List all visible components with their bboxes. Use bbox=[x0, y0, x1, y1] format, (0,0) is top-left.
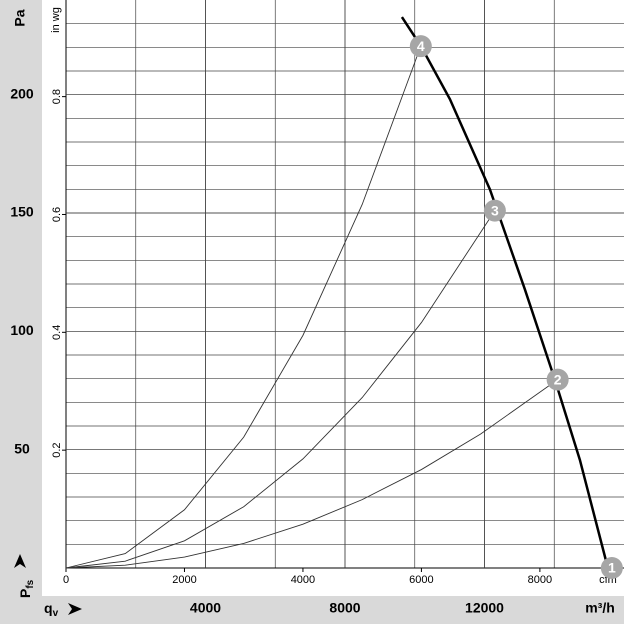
y2-axis-label: in wg bbox=[50, 7, 62, 33]
series-line bbox=[65, 210, 496, 569]
y-tick-label: 150 bbox=[10, 204, 34, 220]
x-tick-label: 6000 bbox=[409, 574, 433, 586]
x2-tick-label: 12000 bbox=[465, 600, 504, 616]
flow-label: qv bbox=[44, 600, 59, 619]
flow-symbol: q bbox=[44, 600, 53, 616]
y2-tick-label: 0.8 bbox=[51, 89, 63, 104]
y-tick-label: 100 bbox=[10, 322, 34, 338]
x2-tick-label: 8000 bbox=[329, 600, 360, 616]
left-band bbox=[0, 0, 42, 624]
pressure-label: Pfs bbox=[17, 579, 36, 598]
y2-tick-label: 0.2 bbox=[51, 443, 63, 458]
pressure-arrow bbox=[14, 554, 26, 568]
bottom-band bbox=[0, 596, 624, 624]
x-tick-label: 4000 bbox=[291, 574, 315, 586]
pressure-symbol: P bbox=[17, 589, 33, 598]
x-tick-label: 0 bbox=[63, 574, 69, 586]
series-line bbox=[65, 379, 558, 569]
y2-tick-label: 0.6 bbox=[51, 207, 63, 222]
x2-tick-label: 4000 bbox=[190, 600, 221, 616]
flow-arrow bbox=[68, 603, 82, 615]
pressure-subscript: fs bbox=[25, 579, 36, 588]
y2-tick-label: 0.4 bbox=[51, 325, 63, 340]
point-marker bbox=[409, 35, 432, 58]
series-line bbox=[65, 45, 422, 569]
x2-axis-label: m³/h bbox=[585, 600, 615, 616]
point-marker bbox=[546, 368, 569, 391]
x-tick-label: 2000 bbox=[172, 574, 196, 586]
point-marker-label: 4 bbox=[417, 38, 425, 54]
y-tick-label: 50 bbox=[14, 440, 30, 456]
flow-subscript: v bbox=[53, 608, 59, 619]
point-marker-label: 3 bbox=[491, 202, 499, 218]
point-marker bbox=[483, 199, 506, 222]
x-tick-label: 8000 bbox=[528, 574, 552, 586]
y-tick-label: 200 bbox=[10, 85, 34, 101]
point-marker-label: 2 bbox=[554, 371, 562, 387]
y-axis-label: Pa bbox=[12, 9, 28, 26]
point-marker-label: 1 bbox=[608, 560, 616, 576]
point-marker bbox=[600, 557, 623, 579]
